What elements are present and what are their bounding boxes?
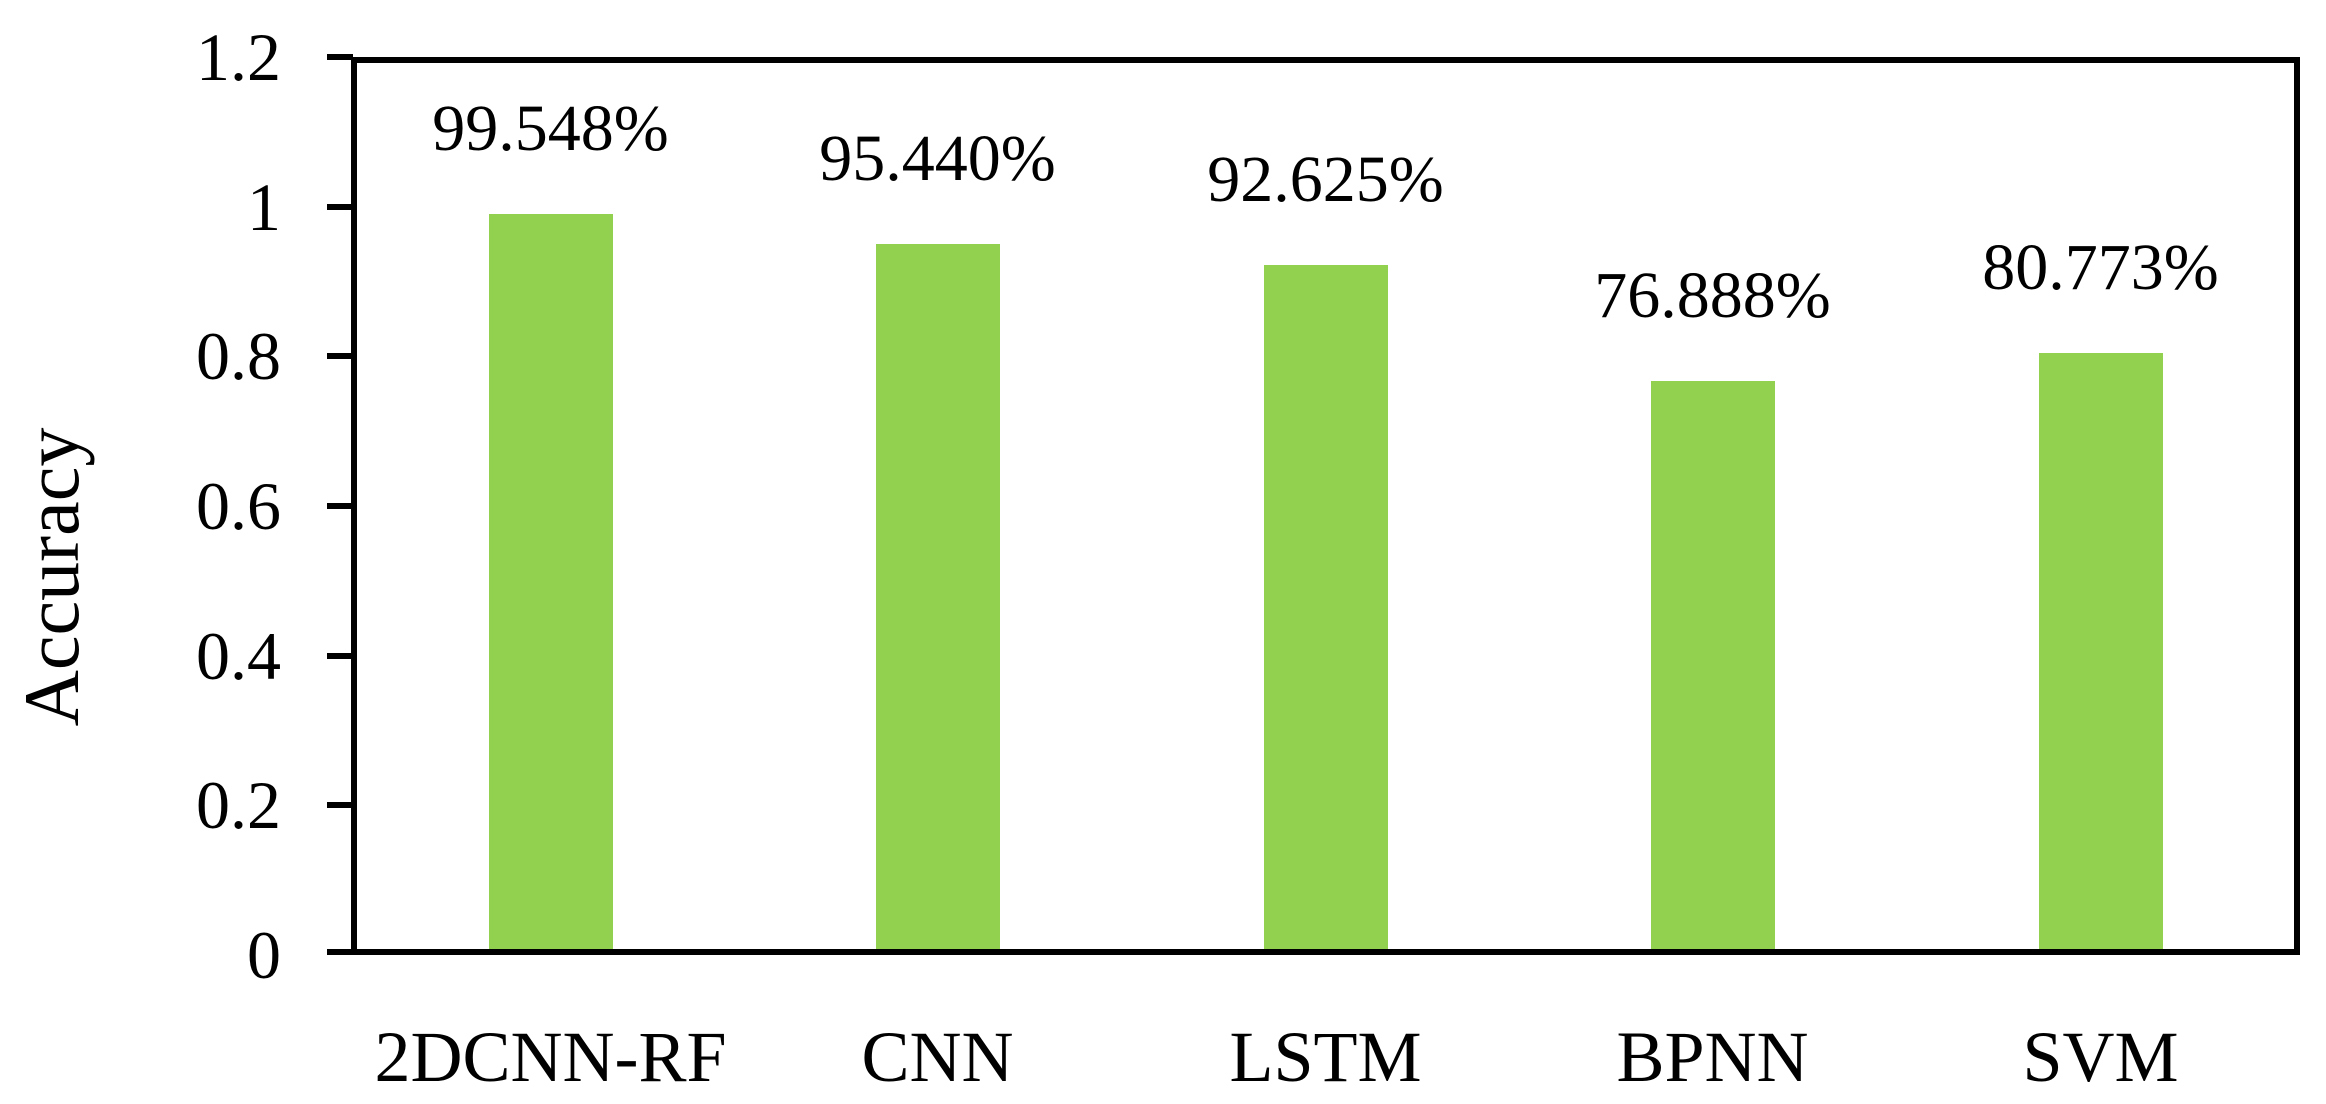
x-category-label: BPNN	[1616, 1017, 1809, 1097]
bar	[1650, 381, 1775, 949]
y-tick-label: 1.2	[196, 19, 281, 95]
bar-value-label: 80.773%	[1982, 230, 2219, 304]
bar	[1263, 265, 1388, 949]
y-tick-mark	[327, 204, 353, 210]
bar	[2038, 352, 2163, 949]
x-category-label: CNN	[861, 1017, 1014, 1097]
bars-layer: 99.548% 95.440% 92.625% 76.888% 80.773%	[357, 63, 2294, 949]
y-tick-mark	[327, 353, 353, 359]
bar-value-label: 99.548%	[432, 92, 669, 166]
x-axis-labels: 2DCNN-RF CNN LSTM BPNN SVM	[357, 1012, 2294, 1102]
y-tick-label: 1	[247, 169, 281, 245]
bar-value-label: 76.888%	[1594, 259, 1831, 333]
y-tick-label: 0	[247, 917, 281, 993]
bar-slot: 92.625%	[1132, 63, 1519, 949]
x-category-label: 2DCNN-RF	[374, 1017, 727, 1097]
y-tick-mark	[327, 503, 353, 509]
bar-slot: 80.773%	[1907, 63, 2294, 949]
y-tick-mark	[327, 802, 353, 808]
y-tick-label: 0.8	[196, 318, 281, 394]
y-tick-mark	[327, 54, 353, 60]
y-tick-label: 0.6	[196, 468, 281, 544]
bar-slot: 76.888%	[1519, 63, 1906, 949]
bar-value-label: 92.625%	[1207, 143, 1444, 217]
bar	[875, 244, 1000, 949]
bar-slot: 95.440%	[744, 63, 1131, 949]
y-tick-label: 0.4	[196, 618, 281, 694]
y-tick-mark	[327, 653, 353, 659]
bar	[488, 214, 613, 949]
x-category-label: LSTM	[1229, 1017, 1422, 1097]
bar-value-label: 95.440%	[819, 122, 1056, 196]
y-tick-mark	[327, 949, 353, 955]
bar-slot: 99.548%	[357, 63, 744, 949]
x-category-label: SVM	[2022, 1017, 2179, 1097]
y-tick-label: 0.2	[196, 767, 281, 843]
